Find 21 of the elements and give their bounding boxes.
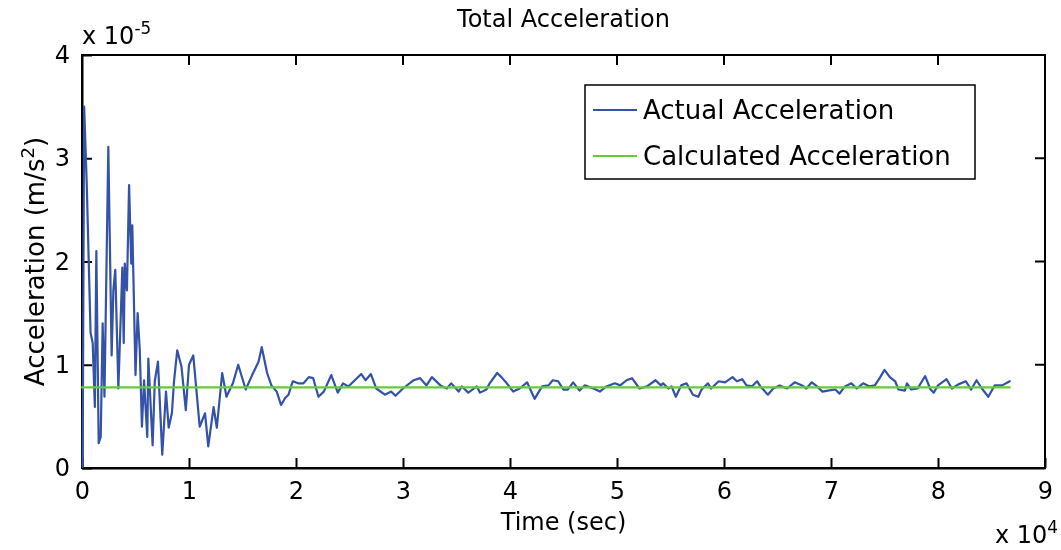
x-tick-label: 0 (74, 477, 91, 506)
x-tick-label: 1 (181, 477, 198, 506)
legend-label: Actual Acceleration (643, 95, 895, 125)
x-tick-label: 7 (823, 477, 840, 506)
y-tick-label: 1 (54, 350, 70, 379)
x-tick-label: 3 (395, 477, 412, 506)
text: x 10$^{-5}$ (82, 18, 152, 50)
x-tick-label: 9 (1037, 477, 1054, 506)
y-tick-label: 0 (54, 454, 70, 483)
y-tick-label: 2 (54, 247, 70, 276)
text: x 10$^{4}$ (994, 517, 1058, 549)
y-tick-label: 3 (54, 144, 70, 173)
x-tick-label: 8 (930, 477, 947, 506)
x-tick-label: 4 (502, 477, 519, 506)
x-tick-label: 5 (609, 477, 626, 506)
x-tick-label: 2 (288, 477, 305, 506)
chart-title: Total Acceleration (456, 5, 670, 33)
x-tick-label: 6 (716, 477, 733, 506)
x-axis-title: Time (sec) (499, 508, 627, 536)
y-tick-label: 4 (54, 41, 70, 70)
legend-label: Calculated Acceleration (643, 141, 951, 171)
